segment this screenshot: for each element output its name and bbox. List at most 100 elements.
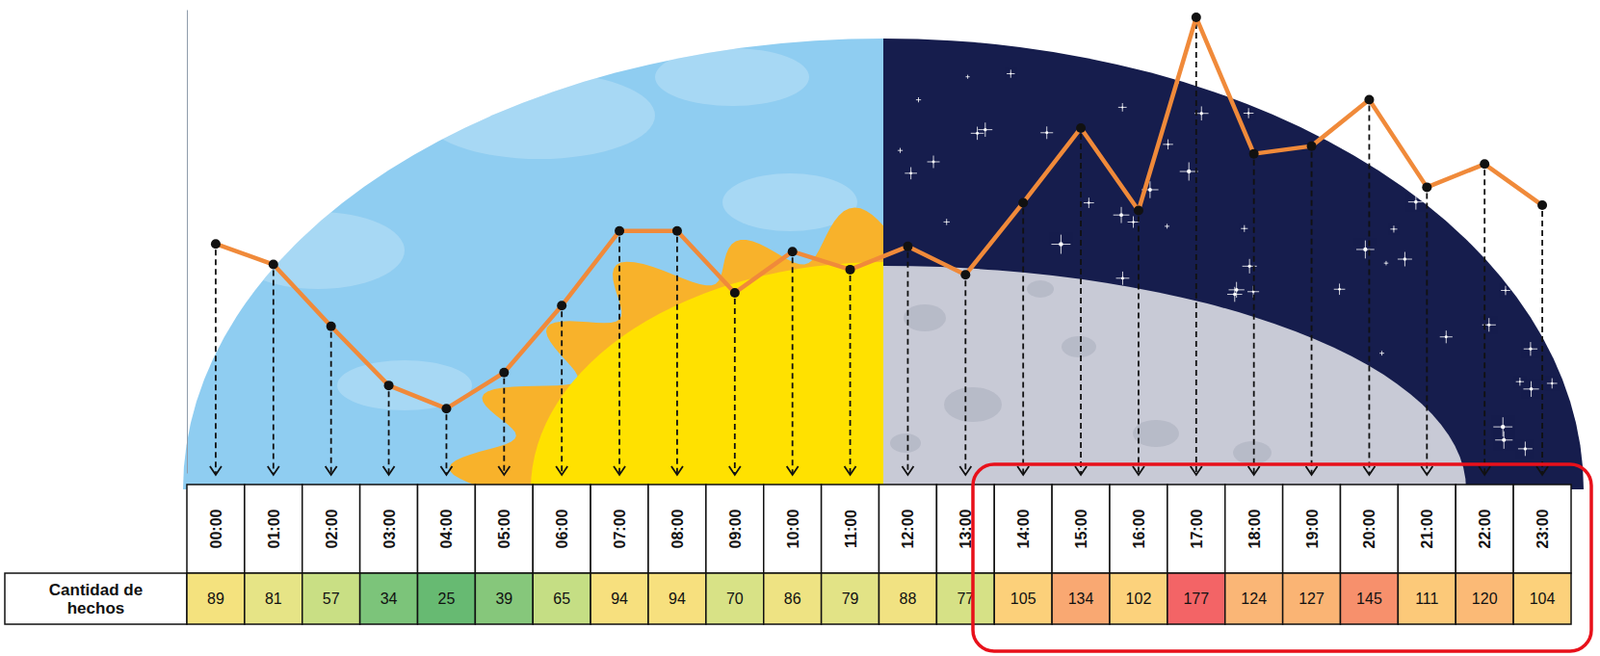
data-label: 102: [1126, 590, 1153, 607]
category-label: 10:00: [785, 508, 802, 549]
star: [966, 75, 971, 79]
category-label: 23:00: [1534, 508, 1551, 549]
star-dot: [1529, 387, 1534, 392]
header-cell: [1397, 484, 1456, 574]
data-label: 86: [784, 590, 802, 607]
marker: [960, 269, 971, 280]
value-cell: [1340, 573, 1399, 625]
header-cell: [244, 484, 303, 574]
data-label: 57: [322, 590, 341, 607]
star-dot: [1337, 288, 1341, 291]
header-cell: [302, 484, 361, 574]
category-label: 07:00: [611, 508, 629, 549]
star-dot: [1148, 187, 1153, 192]
arrow-head: [209, 466, 222, 475]
star: [1107, 38, 1112, 43]
arrow-head: [1478, 466, 1491, 475]
star: [1452, 142, 1463, 153]
value-cell: [821, 573, 880, 625]
star: [1379, 350, 1385, 356]
star-dot: [1045, 131, 1049, 134]
y-axis: [186, 10, 188, 474]
drop-line: [1483, 169, 1486, 474]
header-cell: [1455, 484, 1514, 574]
star: [1543, 252, 1550, 260]
header-cell: [763, 484, 822, 574]
header-cell: [360, 484, 419, 574]
star-dot: [1403, 257, 1407, 261]
star: [1083, 197, 1095, 209]
star-dot: [1487, 323, 1491, 327]
star: [904, 167, 918, 181]
category-label: 22:00: [1476, 508, 1494, 549]
drop-line: [272, 270, 275, 474]
data-label: 39: [495, 590, 513, 607]
header-cell: [1340, 484, 1399, 574]
star: [1500, 286, 1511, 296]
category-label: 11:00: [842, 509, 860, 549]
star-dot: [1381, 352, 1383, 354]
value-cell: [186, 573, 245, 625]
star-dot: [1119, 212, 1124, 217]
crater: [1061, 336, 1097, 358]
star: [970, 127, 985, 141]
data-label: 177: [1182, 590, 1209, 607]
star-dot: [1449, 92, 1453, 96]
star-dot: [899, 150, 901, 152]
value-cell: [418, 573, 476, 625]
star-dot: [1414, 200, 1418, 205]
header-cell: [821, 484, 880, 574]
data-label: 65: [552, 590, 571, 607]
star-dot: [1243, 227, 1246, 230]
star-dot: [1229, 37, 1233, 42]
value-cell: [763, 573, 822, 625]
header-cell: [936, 484, 995, 574]
star-dot: [1186, 169, 1191, 174]
category-label: 05:00: [496, 508, 513, 549]
drop-line: [1137, 215, 1140, 474]
marker: [1249, 149, 1260, 159]
header-cell: [186, 484, 245, 574]
star-dot: [1496, 86, 1501, 91]
marker: [1075, 123, 1086, 133]
background: [183, 30, 1585, 493]
series-line: [215, 17, 1543, 409]
crater: [944, 387, 1002, 422]
star: [1547, 42, 1563, 58]
cloud: [423, 72, 656, 159]
header-cell: [706, 484, 764, 574]
star-dot: [1500, 424, 1505, 429]
crater: [1232, 441, 1272, 465]
cloud: [231, 211, 405, 289]
value-cell: [1109, 573, 1168, 625]
star: [1228, 282, 1244, 298]
arrow-head: [383, 466, 395, 475]
star-dot: [1328, 102, 1332, 105]
star: [1491, 79, 1508, 97]
marker: [1307, 141, 1317, 152]
marker: [1133, 205, 1144, 215]
star-dot: [932, 160, 936, 164]
arrow-head: [1190, 466, 1203, 475]
star: [1397, 252, 1413, 267]
category-label: 18:00: [1246, 508, 1263, 549]
arrow-head: [901, 466, 914, 475]
data-label: 111: [1415, 590, 1439, 607]
star-dot: [1512, 121, 1517, 126]
marker: [1191, 12, 1202, 23]
star-dot: [918, 99, 919, 101]
crater: [903, 304, 946, 332]
star-dot: [1166, 225, 1168, 227]
star: [1356, 240, 1375, 260]
category-label: 06:00: [553, 508, 571, 549]
star: [1180, 162, 1199, 182]
cloud: [655, 48, 810, 106]
star: [944, 218, 950, 225]
drop-line: [734, 298, 736, 474]
marker: [614, 226, 625, 237]
marker: [1363, 95, 1374, 105]
category-label: 16:00: [1130, 508, 1148, 549]
arrow-head: [267, 466, 280, 475]
value-cell: [474, 573, 533, 625]
header-cell: [590, 484, 649, 574]
